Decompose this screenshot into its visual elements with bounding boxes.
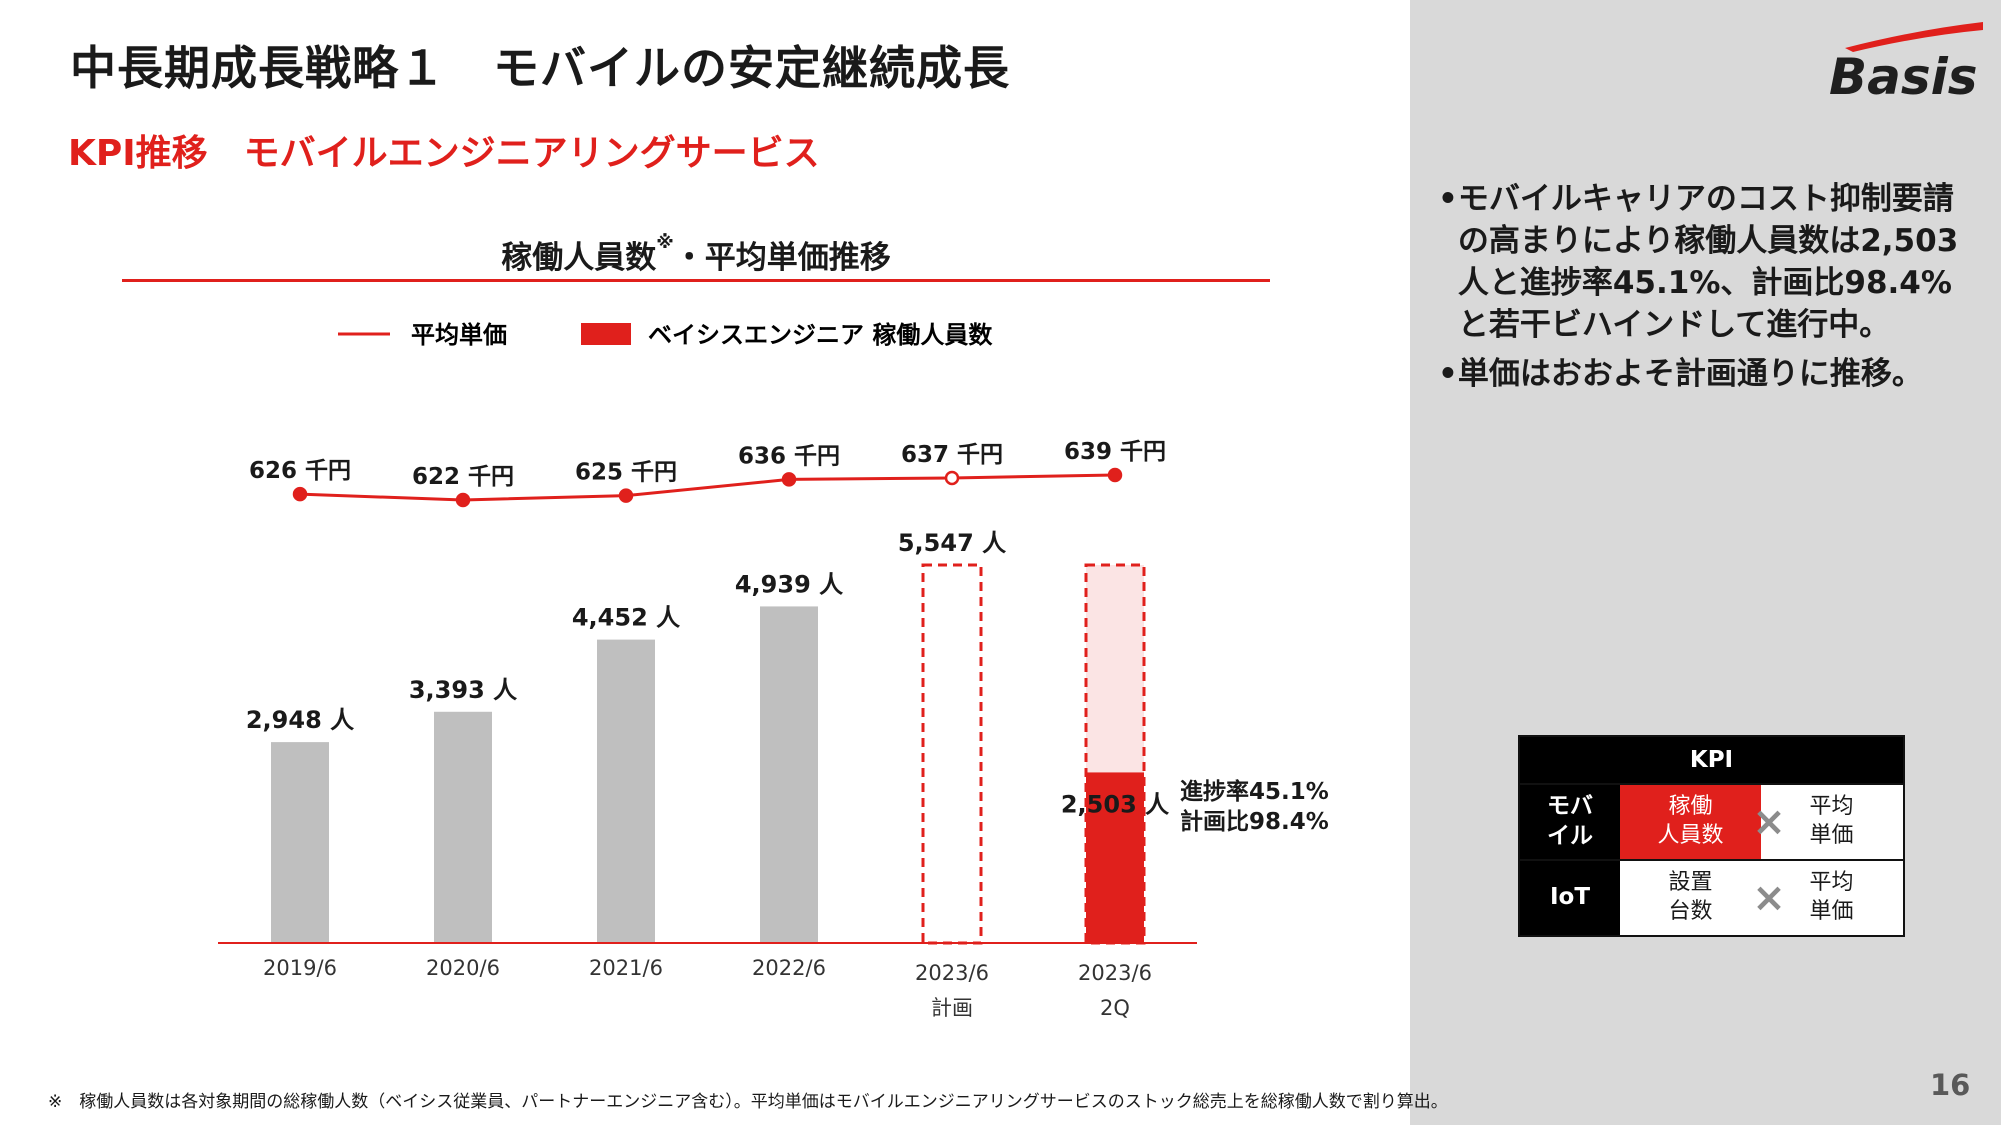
x-tick-label: 計画	[931, 996, 973, 1020]
line-value-label: 636 千円	[738, 443, 840, 469]
bullet-text: モバイルキャリアのコスト抑制要請の高まりにより稼働人員数は2,503人と進捗率4…	[1457, 181, 1959, 344]
line-value-label: 625 千円	[575, 460, 677, 486]
line-point	[781, 472, 797, 487]
bar-value-label: 4,939 人	[735, 570, 843, 598]
bar-value-label: 3,393 人	[409, 676, 517, 704]
kpi-row-label: モバ イル	[1520, 785, 1620, 859]
line-value-label: 637 千円	[901, 442, 1003, 468]
x-tick-label: 2019/6	[263, 956, 337, 980]
line-point	[1107, 467, 1123, 483]
x-tick-label: 2023/6	[1078, 961, 1152, 985]
bullet-list: • モバイルキャリアのコスト抑制要請の高まりにより稼働人員数は2,503人と進捗…	[1438, 178, 1978, 401]
chart-title-main: 稼働人員数	[501, 240, 657, 276]
chart-title: 稼働人員数※・平均単価推移	[122, 232, 1270, 277]
x-tick-label: 2020/6	[426, 956, 500, 980]
progress-annotation: 計画比98.4%	[1180, 808, 1329, 835]
bar	[434, 711, 492, 943]
avg-price-line	[299, 473, 1116, 502]
kpi-cell-left: 設置 台数	[1668, 870, 1713, 924]
footnote: ※ 稼働人員数は各対象期間の総稼働人数（ベイシス従業員、パートナーエンジニア含む…	[48, 1092, 1448, 1112]
line-point	[618, 488, 634, 503]
line-point	[944, 470, 960, 486]
legend-line-label: 平均単価	[411, 321, 507, 349]
line-value-label: 639 千円	[1064, 439, 1166, 465]
bullet-text: 単価はおおよそ計画通りに推移。	[1457, 355, 1923, 392]
right-sidebar-panel	[1410, 0, 2001, 1125]
kpi-table: KPI モバ イル 稼働 人員数 平均 単価 × IoT 設置 台数 平均 単価…	[1518, 735, 1905, 937]
bar	[1086, 772, 1144, 943]
progress-annotation: 進捗率45.1%	[1180, 778, 1329, 805]
multiply-icon: ×	[1752, 799, 1786, 845]
basis-logo: Basis	[1829, 22, 1983, 100]
bar	[597, 639, 655, 943]
chart-legend: 平均単価 ベイシスエンジニア 稼働人員数	[338, 321, 993, 349]
line-value-label: 622 千円	[412, 464, 514, 490]
bullet-dot: •	[1438, 181, 1458, 217]
kpi-cell-right: 平均 単価	[1809, 794, 1854, 848]
kpi-cell-right: 平均 単価	[1809, 870, 1854, 924]
logo-swoosh	[1845, 22, 1983, 52]
line-point	[292, 486, 308, 502]
chart-title-footnote-mark: ※	[656, 232, 674, 253]
kpi-table-header: KPI	[1520, 737, 1903, 783]
bar-value-label: 5,547 人	[898, 529, 1006, 557]
page-number: 16	[1930, 1068, 1971, 1102]
logo-text: Basis	[1829, 48, 1978, 100]
legend-bar-label: ベイシスエンジニア 稼働人員数	[648, 321, 993, 349]
bullet-item: • モバイルキャリアのコスト抑制要請の高まりにより稼働人員数は2,503人と進捗…	[1438, 178, 1978, 347]
kpi-cell-left: 稼働 人員数	[1620, 785, 1761, 859]
bar	[760, 606, 818, 943]
x-tick-label: 2023/6	[915, 961, 989, 985]
line-point	[455, 492, 471, 508]
bar	[921, 563, 983, 945]
chart-title-rest: ・平均単価推移	[673, 240, 891, 276]
section-subtitle: KPI推移 モバイルエンジニアリングサービス	[68, 133, 820, 174]
legend-bar-swatch	[581, 323, 631, 345]
chart-title-rule	[122, 279, 1270, 282]
multiply-icon: ×	[1752, 875, 1786, 921]
kpi-row-mobile: モバ イル 稼働 人員数 平均 単価 ×	[1520, 783, 1903, 859]
page-title: 中長期成長戦略１ モバイルの安定継続成長	[70, 41, 1010, 95]
x-tick-label: 2021/6	[589, 956, 663, 980]
bullet-item: • 単価はおおよそ計画通りに推移。	[1438, 353, 1978, 395]
kpi-row-iot: IoT 設置 台数 平均 単価 ×	[1520, 859, 1903, 935]
x-tick-label: 2022/6	[752, 956, 826, 980]
bar	[271, 742, 329, 943]
bullet-dot: •	[1438, 355, 1458, 392]
bar-value-label: 2,948 人	[246, 706, 354, 734]
bar-value-label: 4,452 人	[572, 604, 680, 632]
kpi-row-label: IoT	[1520, 861, 1620, 935]
bar-value-label: 2,503 人	[1061, 790, 1169, 818]
line-value-label: 626 千円	[249, 458, 351, 484]
x-tick-label: 2Q	[1100, 996, 1130, 1020]
